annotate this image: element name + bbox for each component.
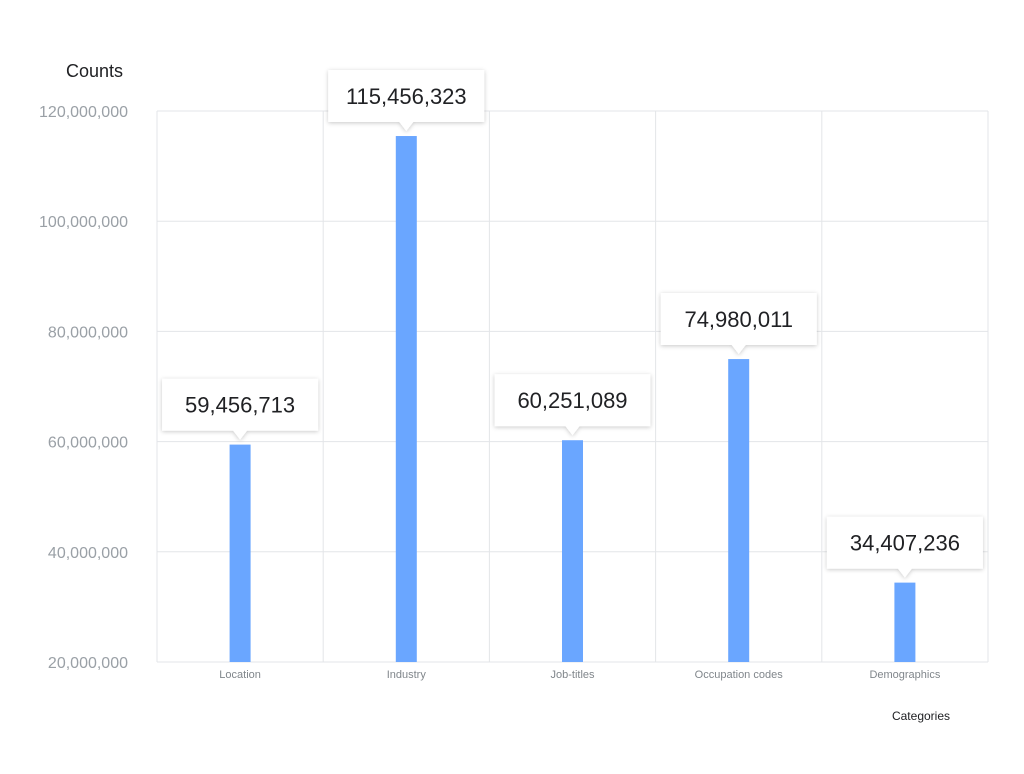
y-tick-label: 80,000,000 — [48, 324, 128, 341]
ticks-layer: 20,000,000 40,000,000 60,000,000 80,000,000… — [39, 104, 941, 681]
data-labels-layer: 59,456,713 115,456,323 60,251,089 74,980,01… — [162, 70, 983, 578]
y-tick-label: 40,000,000 — [48, 545, 128, 562]
data-label: 60,251,089 — [517, 388, 627, 413]
grid-layer — [156, 110, 989, 663]
bar-industry — [395, 136, 417, 663]
x-tick-label: Industry — [387, 669, 427, 681]
x-axis-title: Categories — [892, 709, 950, 723]
data-label-callout — [826, 516, 983, 578]
y-axis-title: Counts — [66, 61, 123, 81]
bar-job-titles — [562, 440, 583, 662]
data-label: 74,980,011 — [684, 307, 792, 332]
data-label-callout — [162, 378, 319, 440]
bar-location — [229, 444, 251, 662]
bar-demographics — [894, 582, 916, 662]
y-tick-label: 100,000,000 — [39, 214, 128, 231]
y-tick-label: 120,000,000 — [39, 104, 128, 121]
bar-occupation-codes — [728, 359, 750, 662]
data-label: 59,456,713 — [185, 393, 295, 418]
x-tick-label: Job-titles — [550, 669, 595, 681]
data-label: 115,456,323 — [346, 84, 467, 109]
y-tick-label: 60,000,000 — [48, 435, 128, 452]
data-label: 34,407,236 — [850, 531, 960, 556]
data-label-callout — [494, 374, 651, 436]
data-label-callout — [328, 70, 485, 132]
x-tick-label: Demographics — [869, 669, 940, 681]
data-label-callout — [660, 293, 817, 355]
y-tick-label: 20,000,000 — [48, 655, 128, 672]
x-tick-label: Location — [219, 669, 261, 681]
bars-layer — [229, 136, 916, 663]
x-tick-label: Occupation codes — [695, 669, 784, 681]
